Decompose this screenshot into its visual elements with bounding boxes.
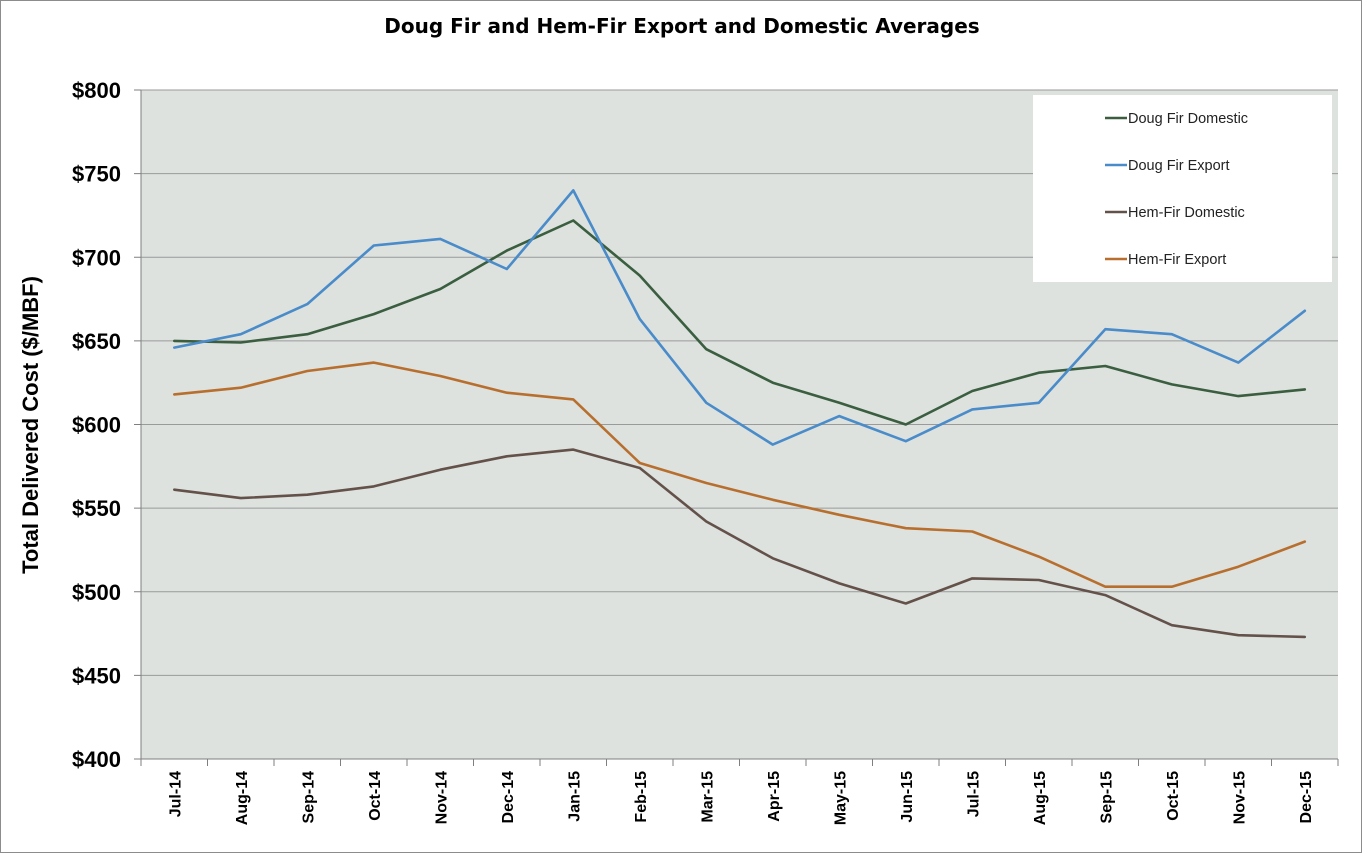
series-line-3 xyxy=(173,361,1307,589)
y-tick-label: $700 xyxy=(72,245,121,270)
x-tick-label: Nov-15 xyxy=(1231,771,1248,824)
x-tick-label: Dec-14 xyxy=(500,771,517,824)
x-tick-label: Oct-14 xyxy=(367,771,384,821)
y-tick-label: $400 xyxy=(72,747,121,772)
x-tick-label: Oct-15 xyxy=(1165,771,1182,821)
series-line-0 xyxy=(173,219,1307,426)
y-tick-label: $450 xyxy=(72,663,121,688)
x-tick-label: May-15 xyxy=(832,771,849,825)
series-lines xyxy=(173,189,1307,639)
legend: Doug Fir Domestic Doug Fir Export Hem-Fir … xyxy=(1033,95,1332,282)
legend-box xyxy=(1033,95,1332,282)
x-tick-label: Sep-15 xyxy=(1098,771,1115,824)
x-tick-label: Nov-14 xyxy=(433,771,450,824)
x-tick-label: Mar-15 xyxy=(699,771,716,823)
y-tick-label: $750 xyxy=(72,162,121,187)
legend-label: Doug Fir Export xyxy=(1128,158,1230,174)
y-tick-label: $800 xyxy=(72,78,121,103)
legend-label: Doug Fir Domestic xyxy=(1128,111,1248,127)
y-axis-label: Total Delivered Cost ($/MBF) xyxy=(18,276,43,574)
x-tick-label: Jul-14 xyxy=(167,771,184,817)
x-tick-label: Feb-15 xyxy=(633,771,650,823)
chart-title: Doug Fir and Hem-Fir Export and Domestic… xyxy=(384,14,980,38)
x-tick-label: Jul-15 xyxy=(965,771,982,817)
x-tick-label: Jun-15 xyxy=(899,771,916,823)
axes: $400 $450 $500 $550 $600 $650 $700 $750 $800 Jul-… xyxy=(72,78,1339,825)
x-tick-label: Aug-14 xyxy=(234,771,251,825)
legend-label: Hem-Fir Export xyxy=(1128,252,1226,268)
series-line-1 xyxy=(173,189,1307,446)
y-tick-label: $600 xyxy=(72,413,121,438)
x-tick-label: Jan-15 xyxy=(566,771,583,822)
x-tick-label: Dec-15 xyxy=(1298,771,1315,824)
x-tick-label: Sep-14 xyxy=(300,771,317,824)
legend-label: Hem-Fir Domestic xyxy=(1128,205,1245,221)
y-tick-label: $650 xyxy=(72,329,121,354)
series-line-2 xyxy=(173,448,1307,639)
y-tick-label: $500 xyxy=(72,580,121,605)
x-tick-label: Aug-15 xyxy=(1032,771,1049,825)
y-tick-label: $550 xyxy=(72,496,121,521)
x-tick-label: Apr-15 xyxy=(766,771,783,822)
